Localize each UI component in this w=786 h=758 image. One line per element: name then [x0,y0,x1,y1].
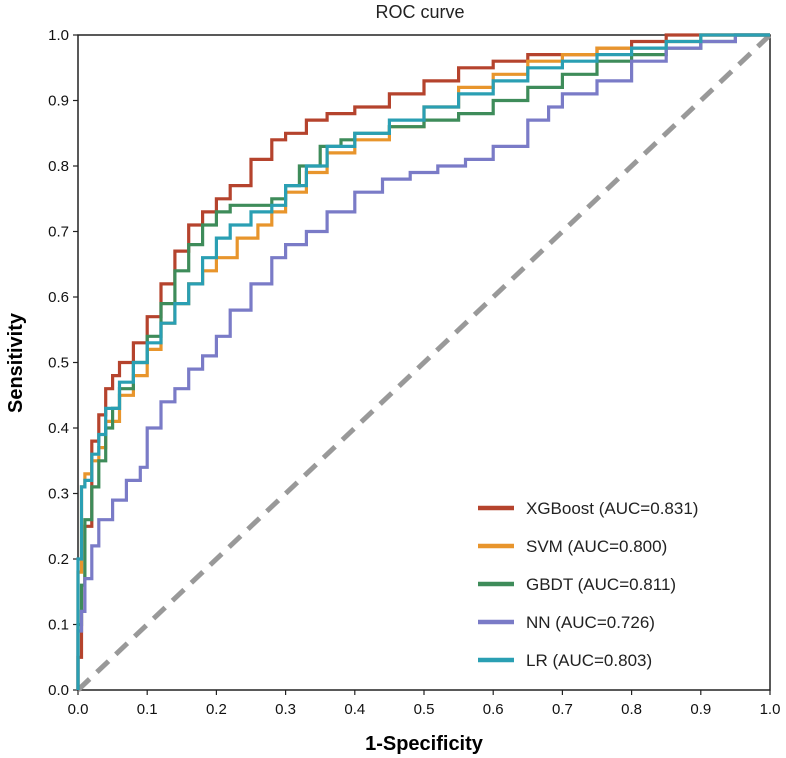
legend-label-nn: NN (AUC=0.726) [526,613,655,632]
x-axis-title: 1-Specificity [365,733,484,755]
y-tick-label: 1.0 [48,27,69,44]
series-line-lr [76,33,770,690]
x-tick-label: 0.5 [414,701,435,718]
x-tick-label: 0.4 [344,701,365,718]
diagonal-line [76,33,772,692]
y-tick-label: 0.6 [48,289,69,306]
series-lines [76,33,770,690]
y-tick-label: 0.1 [48,617,69,634]
x-tick-label: 0.1 [137,701,158,718]
y-tick-label: 0.8 [48,158,69,175]
legend-label-lr: LR (AUC=0.803) [526,651,652,670]
axis-ticks: 0.0 0.1 0.2 0.3 0.4 0.5 0.6 0.7 0.8 0.9 1.0 0.0 0.1 0… [48,27,780,718]
y-tick-label: 0.7 [48,224,69,241]
y-tick-label: 0.5 [48,355,69,372]
y-tick-label: 0.0 [48,682,69,699]
x-tick-label: 0.8 [621,701,642,718]
diagonal-reference [76,33,772,692]
x-tick-label: 0.9 [690,701,711,718]
x-tick-label: 0.2 [206,701,227,718]
series-line-nn [76,33,770,690]
x-tick-label: 0.7 [552,701,573,718]
legend: XGBoost (AUC=0.831) SVM (AUC=0.800) GBDT (… [478,499,698,670]
x-tick-label: 1.0 [760,701,781,718]
y-axis-title: Sensitivity [5,312,27,413]
x-tick-label: 0.6 [483,701,504,718]
series-line-xgboost [76,33,770,690]
legend-label-xgboost: XGBoost (AUC=0.831) [526,499,698,518]
x-tick-label: 0.0 [68,701,89,718]
y-tick-label: 0.9 [48,93,69,110]
chart-title: ROC curve [375,2,464,22]
y-tick-label: 0.3 [48,486,69,503]
y-tick-label: 0.2 [48,551,69,568]
legend-label-gbdt: GBDT (AUC=0.811) [526,575,676,594]
y-tick-label: 0.4 [48,420,69,437]
x-tick-label: 0.3 [275,701,296,718]
legend-label-svm: SVM (AUC=0.800) [526,537,667,556]
